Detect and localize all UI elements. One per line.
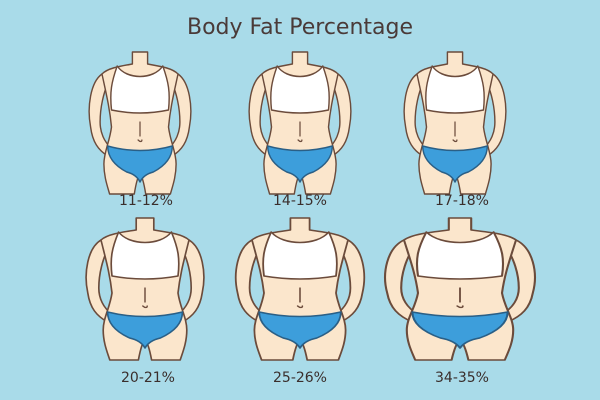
figure-illustration [248,51,352,195]
figure-illustration [384,216,536,362]
figure-illustration [403,51,507,195]
figure-label: 25-26% [273,370,327,386]
figure-illustration [85,217,205,361]
figure-label: 17-18% [435,193,489,209]
figure-illustration [234,217,366,361]
figure-label: 20-21% [121,370,175,386]
figure-label: 11-12% [119,193,173,209]
figure-label: 14-15% [273,193,327,209]
figure-label: 34-35% [435,370,489,386]
figure-illustration [88,51,192,195]
title: Body Fat Percentage [187,15,413,40]
